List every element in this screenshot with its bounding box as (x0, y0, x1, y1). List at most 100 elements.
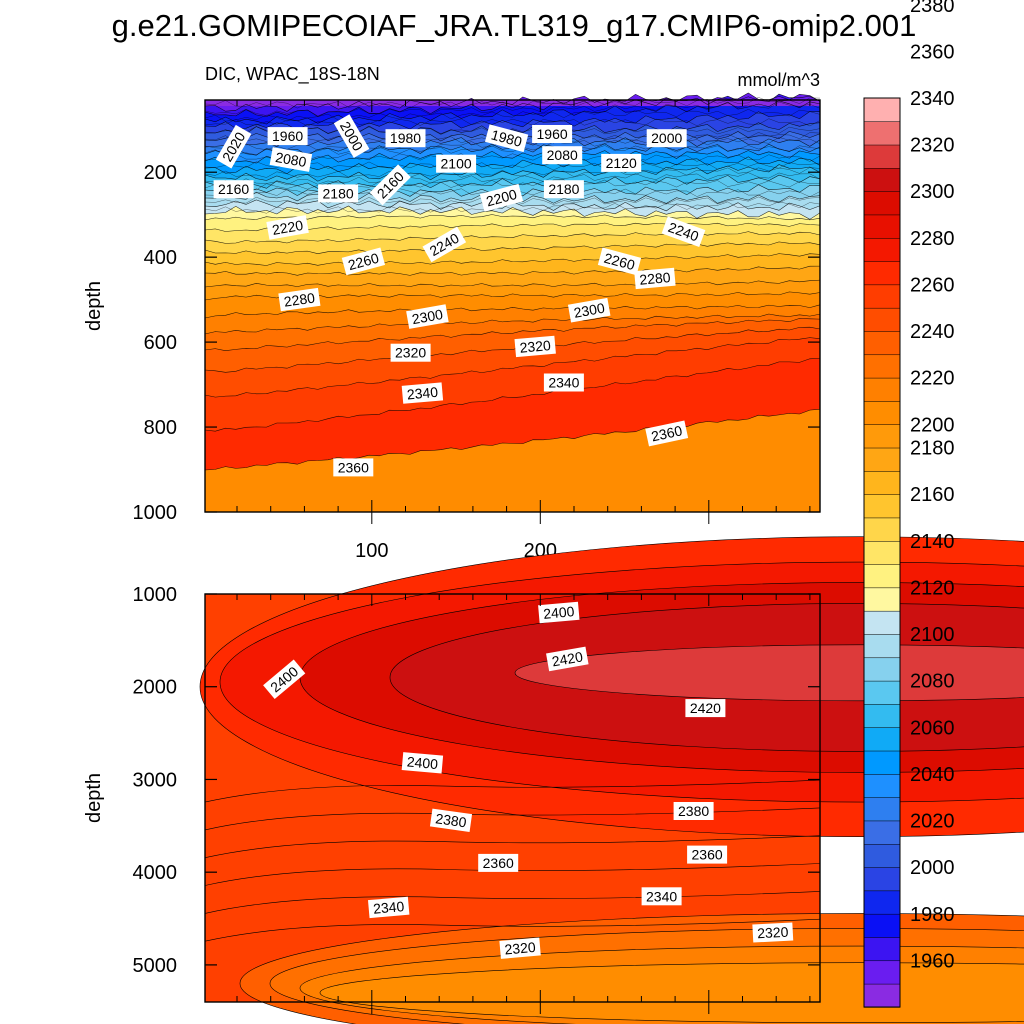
contour-label-box (478, 853, 519, 872)
contour-label-box (267, 127, 308, 146)
contour-label-box (687, 845, 728, 864)
contour-label-box (266, 215, 309, 240)
contour-label-text: 2280 (283, 289, 316, 309)
contour-label: 2340 (401, 382, 444, 404)
contour-label: 2360 (333, 458, 374, 477)
contour-label: 2080 (269, 147, 313, 172)
contour-label-box (401, 752, 444, 774)
contour-label: 2340 (367, 896, 410, 919)
colorbar-label: 2240 (910, 321, 955, 343)
upper-contour-line (204, 231, 821, 244)
contour-label-text: 2380 (678, 803, 709, 819)
colorbar-label: 2220 (910, 368, 955, 390)
contour-label-text: 2260 (346, 250, 380, 274)
contour-label-box (278, 287, 321, 312)
contour-label: 2180 (543, 180, 584, 199)
colorbar-swatch (863, 913, 901, 938)
contour-label-text: 2200 (484, 186, 518, 210)
contour-label-text: 2320 (519, 337, 552, 356)
contour-label: 2360 (645, 420, 689, 447)
colorbar-swatch (863, 843, 901, 868)
contour-label-text: 2400 (543, 603, 576, 622)
upper-contour-line (204, 358, 821, 432)
colorbar-swatch (863, 121, 901, 146)
colorbar-swatch (863, 354, 901, 379)
lower-color-band (320, 962, 1024, 1023)
colorbar-label: 2300 (910, 181, 955, 203)
lower-contour-line (199, 536, 1024, 837)
contour-label-text: 2320 (504, 939, 537, 958)
contour-label: 2120 (601, 153, 642, 172)
contour-label-box (385, 129, 426, 148)
colorbar-swatch (863, 796, 901, 822)
lower-contour-line (299, 945, 1024, 1024)
contour-label-text: 2360 (650, 422, 684, 444)
colorbar-label: 2040 (910, 764, 955, 786)
colorbar-swatch (863, 190, 901, 216)
contour-label-box (367, 896, 410, 919)
contour-label: 2260 (597, 247, 642, 276)
contour-label-text: 2380 (434, 810, 467, 830)
contour-label: 2320 (752, 922, 794, 943)
contour-label-box (532, 125, 573, 143)
colorbar-label: 2140 (910, 531, 955, 553)
colorbar-swatch (863, 330, 901, 356)
contour-label-box (422, 226, 467, 263)
upper-contour-line (204, 313, 821, 335)
contour-label-text: 2420 (551, 648, 585, 669)
colorbar-swatch (863, 237, 901, 262)
contour-label-box (567, 297, 611, 323)
contour-label: 2340 (543, 373, 584, 392)
figure-title: g.e21.GOMIPECOIAF_JRA.TL319_g17.CMIP6-om… (112, 8, 917, 43)
upper-contour-line (204, 304, 821, 319)
contour-label: 2400 (401, 752, 444, 774)
colorbar-label: 1960 (910, 950, 955, 972)
colorbar-swatch (863, 470, 901, 495)
colorbar-swatch (863, 680, 901, 705)
colorbar-label: 2260 (910, 274, 955, 296)
contour-label-box (406, 304, 449, 329)
upper-contour-line (204, 408, 821, 471)
lower-axis-ticks: 1000 2000 3000 4000 5000 (133, 584, 820, 1014)
lower-contour-line (514, 644, 1024, 702)
contour-label-box (333, 114, 370, 158)
contour-label-box (263, 659, 306, 700)
contour-label: 2420 (685, 699, 726, 718)
lower-contour-line (269, 928, 1024, 1024)
contour-label-box (645, 420, 689, 447)
contour-label-box (429, 808, 473, 832)
upper-contour-line (204, 172, 821, 186)
contour-label-text: 2340 (372, 898, 405, 917)
contour-label-text: 2340 (406, 384, 439, 403)
contour-label: 2220 (266, 215, 309, 240)
contour-label: 2340 (641, 887, 682, 906)
y-tick-label: 1000 (133, 502, 178, 524)
y-tick-label: 2000 (133, 677, 178, 699)
contour-label-box (514, 335, 556, 358)
contour-label-box (318, 184, 359, 203)
contour-label-text: 2360 (338, 459, 369, 475)
colorbar-swatch (863, 633, 901, 659)
contour-label: 2380 (429, 808, 473, 832)
contour-label-box (369, 164, 411, 206)
colorbar-swatch (863, 563, 901, 589)
contour-label-text: 2080 (274, 149, 308, 170)
lower-contour-line (389, 603, 1024, 752)
colorbar-label: 2080 (910, 671, 955, 693)
contour-label-box (641, 887, 682, 906)
contour-label-text: 2320 (757, 924, 789, 942)
contour-label: 2320 (499, 937, 541, 959)
contour-label: 2380 (673, 802, 714, 820)
colorbar-swatch (863, 447, 901, 472)
y-tick-label: 200 (144, 162, 177, 184)
contour-label-box (673, 802, 714, 820)
colorbar-label: 2160 (910, 484, 955, 506)
lower-contour-lines (199, 536, 1024, 1024)
contour-label: 2280 (278, 287, 321, 312)
colorbar-swatch (863, 517, 901, 542)
contour-label-text: 2180 (323, 185, 354, 201)
lower-contour-line (204, 835, 821, 858)
